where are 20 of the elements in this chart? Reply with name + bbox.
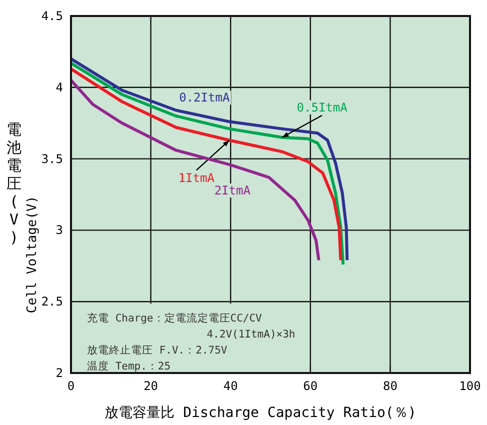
text: 1ItmA: [178, 171, 216, 186]
x-tick-label: 60: [303, 379, 318, 393]
annotation: 放電終止電圧 F.V.：2.75V: [87, 344, 228, 357]
y-tick-label: 2.5: [41, 294, 63, 309]
x-tick-label: 0: [67, 379, 75, 393]
y-tick-label: 2: [56, 366, 63, 380]
series-label: 2ItmA: [214, 184, 252, 198]
y-tick-label: 4.5: [41, 9, 63, 23]
y-tick-label: 3: [56, 223, 63, 238]
x-tick-label: 100: [459, 379, 481, 393]
series-label: 0.5ItmA: [296, 100, 348, 114]
x-tick-label: 20: [144, 379, 158, 393]
series-label: 0.2ItmA: [179, 90, 230, 105]
x-tick-label: 40: [223, 379, 238, 393]
annotation: 充電 Charge：定電流定電圧CC/CV 4.2V(1ItmA)×3h: [87, 312, 296, 341]
y-tick-label: 3.5: [41, 152, 63, 166]
x-axis-title: 放電容量比 Discharge Capacity Ratio(％): [104, 405, 416, 421]
annotation: 温度 Temp.：25: [87, 360, 171, 373]
x-tick-label: 80: [382, 379, 398, 393]
y-tick-label: 4: [56, 80, 63, 94]
